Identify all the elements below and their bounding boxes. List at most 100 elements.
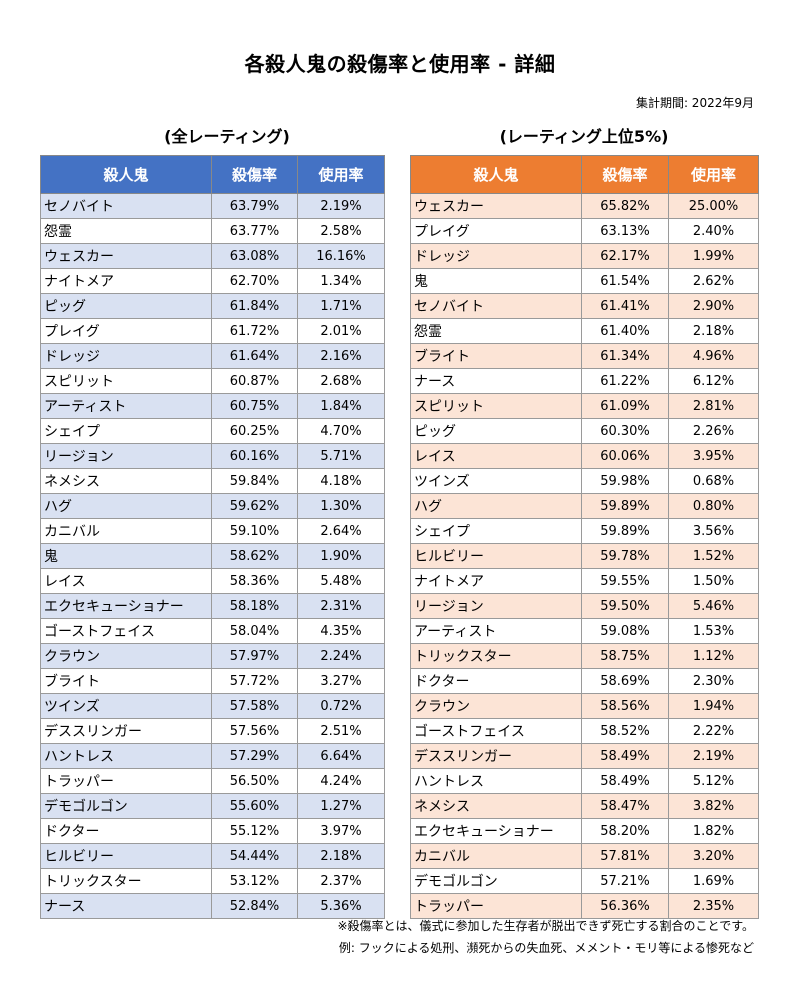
kill-rate: 57.21% <box>581 868 669 894</box>
pick-rate: 1.53% <box>668 618 759 644</box>
pick-rate: 1.94% <box>668 693 759 719</box>
table-row: ハントレス 57.29% 6.64% <box>40 743 385 769</box>
pick-rate: 3.56% <box>668 518 759 544</box>
pick-rate: 4.96% <box>668 343 759 369</box>
killer-name: デモゴルゴン <box>410 868 582 894</box>
killer-name: ハグ <box>410 493 582 519</box>
kill-rate: 58.52% <box>581 718 669 744</box>
killer-name: ナイトメア <box>410 568 582 594</box>
table-row: ツインズ 57.58% 0.72% <box>40 693 385 719</box>
pick-rate: 4.18% <box>297 468 385 494</box>
pick-rate: 1.30% <box>297 493 385 519</box>
table-row: ヒルビリー 59.78% 1.52% <box>410 543 759 569</box>
killer-name: ゴーストフェイス <box>40 618 212 644</box>
kill-rate: 63.08% <box>211 243 298 269</box>
kill-rate: 58.47% <box>581 793 669 819</box>
table-row: デススリンガー 58.49% 2.19% <box>410 743 759 769</box>
table-row: ツインズ 59.98% 0.68% <box>410 468 759 494</box>
killer-name: ナース <box>410 368 582 394</box>
table-row: 鬼 61.54% 2.62% <box>410 268 759 294</box>
kill-rate: 61.40% <box>581 318 669 344</box>
kill-rate: 61.41% <box>581 293 669 319</box>
killer-name: クラウン <box>410 693 582 719</box>
page-title: 各殺人鬼の殺傷率と使用率 - 詳細 <box>244 52 556 76</box>
kill-rate: 65.82% <box>581 193 669 219</box>
killer-name: ゴーストフェイス <box>410 718 582 744</box>
killer-name: ドレッジ <box>410 243 582 269</box>
kill-rate: 59.89% <box>581 518 669 544</box>
table-row: クラウン 57.97% 2.24% <box>40 643 385 669</box>
killer-name: ネメシス <box>410 793 582 819</box>
pick-rate: 5.36% <box>297 893 385 919</box>
table-row: ナース 52.84% 5.36% <box>40 893 385 919</box>
kill-rate: 63.13% <box>581 218 669 244</box>
pick-rate: 1.27% <box>297 793 385 819</box>
table-row: カニバル 59.10% 2.64% <box>40 518 385 544</box>
killer-name: 怨霊 <box>40 218 212 244</box>
kill-rate: 55.60% <box>211 793 298 819</box>
kill-rate: 57.81% <box>581 843 669 869</box>
table-row: セノバイト 61.41% 2.90% <box>410 293 759 319</box>
pick-rate: 1.99% <box>668 243 759 269</box>
table-row: ハグ 59.62% 1.30% <box>40 493 385 519</box>
table-top-subtitle: (レーティング上位5%) <box>499 127 669 146</box>
table-row: 鬼 58.62% 1.90% <box>40 543 385 569</box>
table-row: ヒルビリー 54.44% 2.18% <box>40 843 385 869</box>
killer-name: プレイグ <box>410 218 582 244</box>
killer-name: ウェスカー <box>40 243 212 269</box>
table-top5-ratings: 殺人鬼 殺傷率 使用率 ウェスカー 65.82% 25.00% プレイグ 63.13% 2… <box>410 155 759 919</box>
pick-rate: 2.58% <box>297 218 385 244</box>
pick-rate: 2.01% <box>297 318 385 344</box>
pick-rate: 1.12% <box>668 643 759 669</box>
killer-name: ブライト <box>410 343 582 369</box>
pick-rate: 5.46% <box>668 593 759 619</box>
table-row: プレイグ 61.72% 2.01% <box>40 318 385 344</box>
header-kill-rate: 殺傷率 <box>581 155 669 194</box>
killer-name: トラッパー <box>410 893 582 919</box>
pick-rate: 2.30% <box>668 668 759 694</box>
killer-name: ヒルビリー <box>40 843 212 869</box>
killer-name: ウェスカー <box>410 193 582 219</box>
pick-rate: 1.50% <box>668 568 759 594</box>
killer-name: ツインズ <box>410 468 582 494</box>
header-killer: 殺人鬼 <box>410 155 582 194</box>
kill-rate: 53.12% <box>211 868 298 894</box>
killer-name: ピッグ <box>40 293 212 319</box>
header-pick-rate: 使用率 <box>297 155 385 194</box>
kill-rate: 62.17% <box>581 243 669 269</box>
kill-rate: 61.72% <box>211 318 298 344</box>
header-killer: 殺人鬼 <box>40 155 212 194</box>
killer-name: ピッグ <box>410 418 582 444</box>
pick-rate: 4.24% <box>297 768 385 794</box>
pick-rate: 2.26% <box>668 418 759 444</box>
pick-rate: 2.18% <box>297 843 385 869</box>
killer-name: リージョン <box>410 593 582 619</box>
kill-rate: 60.16% <box>211 443 298 469</box>
killer-name: セノバイト <box>40 193 212 219</box>
table-row: セノバイト 63.79% 2.19% <box>40 193 385 219</box>
table-row: レイス 60.06% 3.95% <box>410 443 759 469</box>
kill-rate: 58.56% <box>581 693 669 719</box>
kill-rate: 62.70% <box>211 268 298 294</box>
footnote-example: 例: フックによる処刑、瀕死からの失血死、メメント・モリ等による惨死など <box>338 941 754 955</box>
killer-name: ナイトメア <box>40 268 212 294</box>
pick-rate: 2.18% <box>668 318 759 344</box>
pick-rate: 5.12% <box>668 768 759 794</box>
pick-rate: 2.37% <box>297 868 385 894</box>
table-row: トラッパー 56.50% 4.24% <box>40 768 385 794</box>
table-row: ピッグ 61.84% 1.71% <box>40 293 385 319</box>
killer-name: カニバル <box>410 843 582 869</box>
pick-rate: 3.97% <box>297 818 385 844</box>
pick-rate: 1.34% <box>297 268 385 294</box>
table-row: トリックスター 58.75% 1.12% <box>410 643 759 669</box>
table-row: 怨霊 61.40% 2.18% <box>410 318 759 344</box>
kill-rate: 58.49% <box>581 768 669 794</box>
kill-rate: 61.54% <box>581 268 669 294</box>
killer-name: 鬼 <box>40 543 212 569</box>
footnote-definition: ※殺傷率とは、儀式に参加した生存者が脱出できず死亡する割合のことです。 <box>337 919 755 933</box>
killer-name: ハントレス <box>40 743 212 769</box>
header-pick-rate: 使用率 <box>668 155 759 194</box>
kill-rate: 57.72% <box>211 668 298 694</box>
killer-name: デススリンガー <box>410 743 582 769</box>
kill-rate: 63.77% <box>211 218 298 244</box>
